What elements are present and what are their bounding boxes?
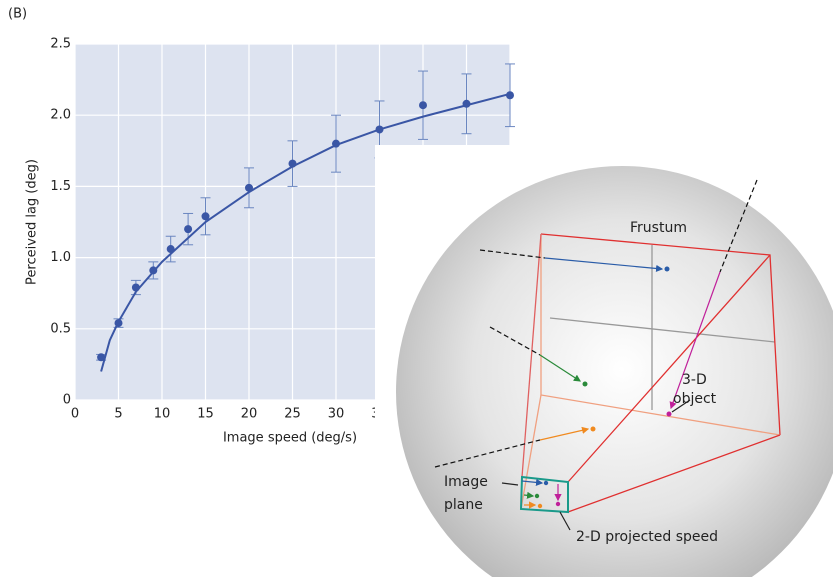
- object-label: object: [673, 391, 717, 407]
- x-tick-label: 25: [284, 407, 301, 422]
- point: [201, 212, 210, 221]
- frustum: [519, 233, 781, 514]
- frustum-label: Frustum: [630, 220, 687, 236]
- y-tick-label: 2.5: [50, 37, 71, 52]
- sphere: [396, 166, 833, 577]
- y-tick-label: 2.0: [50, 108, 71, 123]
- x-tick-label: 15: [197, 407, 214, 422]
- diagram: Frustum 3-D object Image plane 2-D proje…: [375, 145, 833, 577]
- fit-line: [100, 92, 511, 372]
- projected-label: 2-D projected speed: [576, 529, 718, 545]
- x-tick-label: 10: [154, 407, 171, 422]
- x-tick-label: 5: [114, 407, 122, 422]
- rays: [434, 179, 758, 531]
- object-label: 3-D: [682, 372, 707, 388]
- image-plane-label: Image: [444, 474, 488, 490]
- x-axis-label: Image speed (deg/s): [223, 431, 357, 446]
- y-tick-label: 1.5: [50, 179, 71, 194]
- panel-label: (B): [8, 7, 27, 22]
- image-plane-label: plane: [444, 497, 483, 513]
- y-tick-label: 0.5: [50, 321, 71, 336]
- y-tick-label: 0: [63, 393, 71, 408]
- x-tick-label: 0: [71, 407, 79, 422]
- x-tick-label: 20: [241, 407, 258, 422]
- point: [419, 101, 427, 110]
- point: [184, 225, 193, 234]
- x-tick-label: 30: [328, 407, 345, 422]
- points: [534, 266, 672, 509]
- point: [97, 353, 106, 362]
- y-axis-label: Perceived lag (deg): [25, 159, 40, 285]
- point: [506, 91, 514, 100]
- y-tick-label: 1.0: [50, 250, 71, 265]
